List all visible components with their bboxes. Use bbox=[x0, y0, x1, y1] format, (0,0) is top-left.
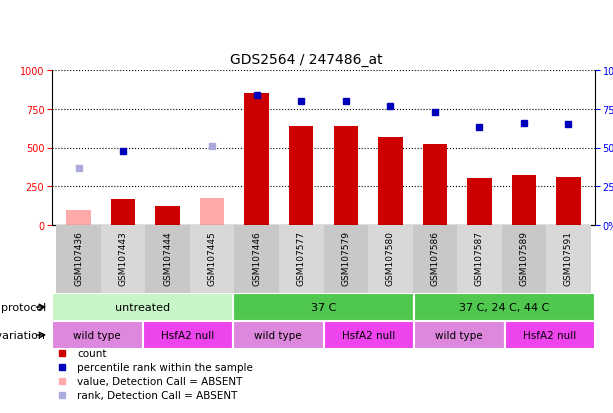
Bar bbox=[245, 94, 269, 225]
Text: percentile rank within the sample: percentile rank within the sample bbox=[77, 362, 253, 372]
Bar bbox=[511, 176, 536, 225]
Text: GSM107443: GSM107443 bbox=[119, 231, 128, 285]
Bar bbox=[457, 225, 501, 293]
Text: HsfA2 null: HsfA2 null bbox=[342, 330, 395, 340]
Text: GSM107436: GSM107436 bbox=[74, 231, 83, 286]
Text: GSM107587: GSM107587 bbox=[475, 231, 484, 286]
Text: GSM107579: GSM107579 bbox=[341, 231, 350, 286]
Bar bbox=[200, 198, 224, 225]
Text: protocol: protocol bbox=[1, 302, 46, 312]
Bar bbox=[501, 225, 546, 293]
Text: GDS2564 / 247486_at: GDS2564 / 247486_at bbox=[230, 53, 383, 67]
Text: wild type: wild type bbox=[254, 330, 302, 340]
Text: GSM107591: GSM107591 bbox=[564, 231, 573, 286]
Bar bbox=[279, 225, 324, 293]
Bar bbox=[546, 225, 590, 293]
Text: GSM107444: GSM107444 bbox=[163, 231, 172, 285]
Bar bbox=[156, 207, 180, 225]
Text: GSM107586: GSM107586 bbox=[430, 231, 440, 286]
Text: genotype/variation: genotype/variation bbox=[0, 330, 46, 340]
Bar bbox=[142, 321, 233, 349]
Bar bbox=[504, 321, 595, 349]
Bar bbox=[111, 200, 135, 225]
Bar bbox=[101, 225, 145, 293]
Text: wild type: wild type bbox=[74, 330, 121, 340]
Bar bbox=[233, 321, 324, 349]
Text: value, Detection Call = ABSENT: value, Detection Call = ABSENT bbox=[77, 376, 243, 386]
Bar bbox=[422, 145, 447, 225]
Bar bbox=[52, 321, 142, 349]
Bar bbox=[324, 225, 368, 293]
Text: GSM107589: GSM107589 bbox=[519, 231, 528, 286]
Text: 37 C, 24 C, 44 C: 37 C, 24 C, 44 C bbox=[459, 302, 550, 312]
Text: count: count bbox=[77, 348, 107, 358]
Bar bbox=[333, 126, 358, 225]
Text: GSM107580: GSM107580 bbox=[386, 231, 395, 286]
Bar bbox=[378, 137, 403, 225]
Bar bbox=[289, 126, 313, 225]
Text: HsfA2 null: HsfA2 null bbox=[523, 330, 576, 340]
Bar bbox=[233, 293, 414, 321]
Text: rank, Detection Call = ABSENT: rank, Detection Call = ABSENT bbox=[77, 390, 238, 400]
Bar bbox=[145, 225, 190, 293]
Text: untreated: untreated bbox=[115, 302, 170, 312]
Text: GSM107445: GSM107445 bbox=[208, 231, 217, 285]
Bar bbox=[324, 321, 414, 349]
Bar bbox=[414, 293, 595, 321]
Bar bbox=[556, 178, 581, 225]
Bar bbox=[56, 225, 101, 293]
Bar bbox=[190, 225, 235, 293]
Bar bbox=[66, 211, 91, 225]
Text: HsfA2 null: HsfA2 null bbox=[161, 330, 215, 340]
Bar bbox=[467, 178, 492, 225]
Bar bbox=[52, 293, 233, 321]
Bar bbox=[368, 225, 413, 293]
Bar bbox=[413, 225, 457, 293]
Bar bbox=[235, 225, 279, 293]
Text: 37 C: 37 C bbox=[311, 302, 336, 312]
Text: wild type: wild type bbox=[435, 330, 483, 340]
Text: GSM107577: GSM107577 bbox=[297, 231, 306, 286]
Text: GSM107446: GSM107446 bbox=[252, 231, 261, 285]
Bar bbox=[414, 321, 504, 349]
